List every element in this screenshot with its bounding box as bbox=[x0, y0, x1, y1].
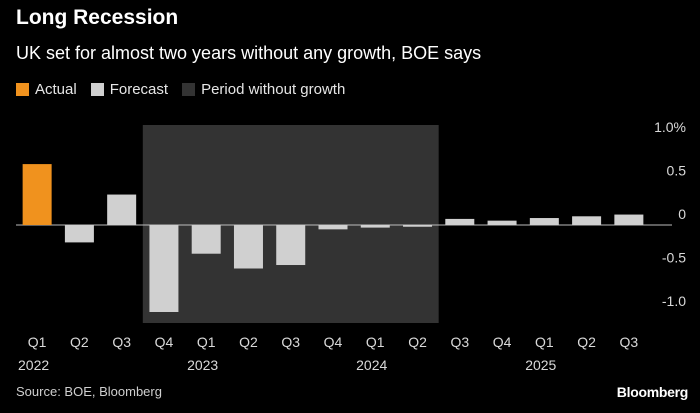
bar-forecast-3 bbox=[149, 225, 179, 312]
legend-item-forecast: Forecast bbox=[90, 81, 169, 98]
bar-forecast-14 bbox=[614, 214, 644, 225]
bar-forecast-2 bbox=[107, 194, 137, 225]
bar-actual-0 bbox=[22, 164, 52, 225]
bar-forecast-6 bbox=[276, 225, 306, 266]
x-tick-label-4: Q1 bbox=[197, 334, 216, 350]
period-without-growth-band bbox=[142, 125, 439, 323]
legend-swatch-period-without-growth bbox=[182, 83, 196, 96]
y-tick-label-2: 0 bbox=[678, 206, 686, 222]
y-tick-label-1: 0.5 bbox=[667, 163, 687, 179]
y-tick-label-4: -1.0 bbox=[662, 293, 686, 309]
bar-forecast-12 bbox=[529, 218, 559, 225]
x-year-label-2024: 2024 bbox=[356, 357, 387, 373]
legend: Actual Forecast Period without growth bbox=[16, 81, 359, 98]
x-tick-label-6: Q3 bbox=[281, 334, 300, 350]
x-tick-label-11: Q4 bbox=[493, 334, 512, 350]
bar-forecast-13 bbox=[572, 216, 602, 225]
x-tick-label-8: Q1 bbox=[366, 334, 385, 350]
x-tick-label-3: Q4 bbox=[155, 334, 174, 350]
x-year-label-2025: 2025 bbox=[525, 357, 556, 373]
x-tick-label-12: Q1 bbox=[535, 334, 554, 350]
chart-title: Long Recession bbox=[16, 6, 179, 29]
source-note: Source: BOE, Bloomberg bbox=[16, 384, 162, 399]
legend-label-forecast: Forecast bbox=[109, 81, 169, 98]
bar-forecast-5 bbox=[233, 225, 263, 269]
bar-forecast-11 bbox=[487, 220, 517, 225]
legend-item-period-without-growth: Period without growth bbox=[182, 81, 345, 98]
x-tick-label-10: Q3 bbox=[450, 334, 469, 350]
x-tick-label-13: Q2 bbox=[577, 334, 596, 350]
legend-label-period-without-growth: Period without growth bbox=[201, 81, 346, 98]
x-year-label-2023: 2023 bbox=[187, 357, 218, 373]
bar-forecast-1 bbox=[64, 225, 94, 243]
chart-subtitle: UK set for almost two years without any … bbox=[16, 43, 482, 63]
x-tick-label-0: Q1 bbox=[28, 334, 47, 350]
x-tick-label-2: Q3 bbox=[112, 334, 131, 350]
bar-forecast-7 bbox=[318, 225, 348, 230]
legend-swatch-forecast bbox=[90, 83, 104, 96]
bloomberg-logo: Bloomberg bbox=[616, 384, 689, 400]
x-tick-label-9: Q2 bbox=[408, 334, 427, 350]
legend-swatch-actual bbox=[16, 83, 29, 96]
y-tick-label-0: 1.0% bbox=[654, 119, 686, 135]
legend-item-actual: Actual bbox=[16, 81, 77, 98]
x-tick-label-5: Q2 bbox=[239, 334, 258, 350]
bar-forecast-4 bbox=[191, 225, 221, 254]
x-tick-label-7: Q4 bbox=[324, 334, 343, 350]
x-tick-label-1: Q2 bbox=[70, 334, 89, 350]
bar-forecast-9 bbox=[403, 225, 433, 227]
y-tick-label-3: -0.5 bbox=[662, 250, 686, 266]
legend-label-actual: Actual bbox=[35, 81, 77, 98]
x-year-label-2022: 2022 bbox=[18, 357, 49, 373]
bar-forecast-8 bbox=[360, 225, 390, 228]
x-tick-label-14: Q3 bbox=[620, 334, 639, 350]
bar-forecast-10 bbox=[445, 218, 475, 225]
